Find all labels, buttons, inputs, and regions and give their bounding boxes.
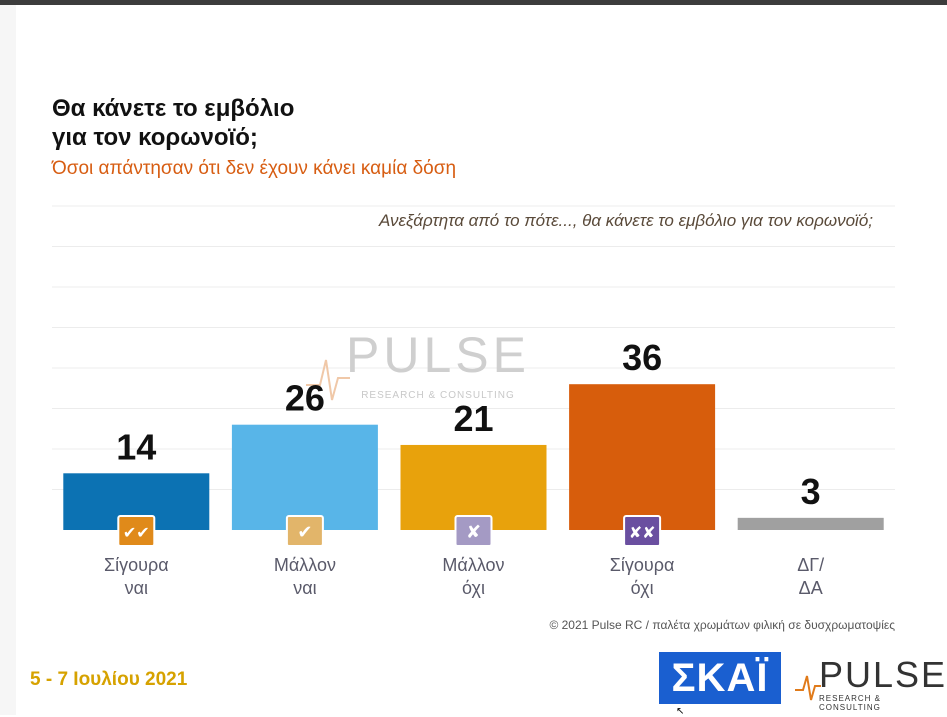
- category-label: ναι: [125, 578, 148, 598]
- category-label: όχι: [462, 578, 485, 598]
- survey-date: 5 - 7 Ιουλίου 2021: [30, 669, 188, 690]
- watermark-tagline: RESEARCH & CONSULTING: [361, 390, 515, 401]
- category-label: Μάλλον: [274, 555, 336, 575]
- mouse-cursor-icon: ↖: [676, 706, 685, 717]
- pulse-wave-icon: [795, 675, 821, 701]
- category-label: όχι: [631, 578, 654, 598]
- skai-logo: ΣΚΑΪ: [659, 652, 781, 704]
- data-label: 26: [285, 378, 325, 419]
- category-label: Σίγουρα: [104, 555, 169, 575]
- left-strip: [0, 5, 16, 715]
- category-label: Σίγουρα: [610, 555, 675, 575]
- pulse-logo-word: PULSE: [819, 654, 947, 695]
- double-check-icon: [117, 515, 156, 547]
- data-label: 14: [116, 426, 156, 467]
- category-label: Μάλλον: [442, 555, 504, 575]
- copyright-note: © 2021 Pulse RC / παλέτα χρωμάτων φιλική…: [549, 618, 895, 632]
- icon-glyph: ✘: [466, 522, 481, 543]
- bar: [231, 424, 378, 530]
- chart-title: Θα κάνετε το εμβόλιο για τον κορωνοϊό;: [52, 95, 295, 151]
- category-label: ΔΑ: [799, 578, 823, 598]
- data-label: 36: [622, 337, 662, 378]
- icon-glyph: ✘✘: [629, 523, 656, 542]
- question-text: Ανεξάρτητα από το πότε..., θα κάνετε το …: [378, 211, 873, 230]
- data-label: 21: [453, 398, 493, 439]
- cross-icon: [454, 515, 493, 547]
- check-icon: [285, 515, 324, 547]
- pulse-logo-tagline: RESEARCH & CONSULTING: [819, 694, 882, 712]
- category-label: ναι: [293, 578, 316, 598]
- chart-subtitle: Όσοι απάντησαν ότι δεν έχουν κάνει καμία…: [52, 158, 457, 179]
- top-bar: [0, 0, 947, 5]
- category-label: ΔΓ/: [797, 555, 824, 575]
- double-cross-icon: [623, 515, 662, 547]
- data-label: 3: [801, 471, 821, 512]
- watermark-wave-icon: [306, 359, 350, 401]
- watermark-brand: PULSE: [346, 327, 530, 383]
- icon-glyph: ✔✔: [123, 523, 150, 542]
- pulse-logo: PULSE RESEARCH & CONSULTING: [795, 654, 945, 712]
- bar: [737, 517, 884, 530]
- icon-glyph: ✔: [297, 522, 312, 543]
- bar: [569, 384, 716, 530]
